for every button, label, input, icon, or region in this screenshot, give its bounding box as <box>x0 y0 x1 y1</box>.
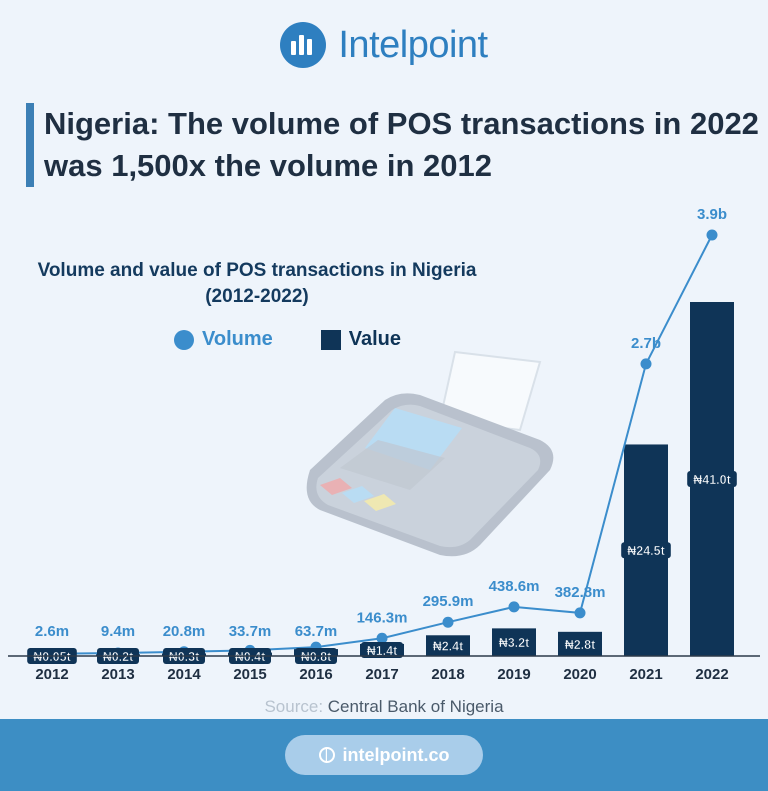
x-tick-2019: 2019 <box>497 666 530 683</box>
x-tick-2014: 2014 <box>167 666 201 683</box>
website-link[interactable]: intelpoint.co <box>285 735 483 775</box>
value-label-text-2020: ₦2.8t <box>565 638 596 652</box>
value-label-text-2017: ₦1.4t <box>367 644 398 658</box>
volume-label-2020: 382.8m <box>555 584 606 601</box>
value-label-box-2020 <box>559 635 601 652</box>
value-label-text-2016: ₦0.8t <box>301 650 332 664</box>
value-label-2021: ₦24.5t <box>621 542 671 558</box>
x-tick-2021: 2021 <box>629 666 662 683</box>
volume-label-2017: 146.3m <box>357 609 408 626</box>
legend-value-marker <box>320 329 341 350</box>
x-tick-2017: 2017 <box>365 666 398 683</box>
value-label-box-2021 <box>621 542 671 559</box>
volume-point-2019 <box>508 601 520 613</box>
source-prefix: Source: <box>264 697 324 716</box>
value-label-text-2021: ₦24.5t <box>627 544 665 558</box>
value-label-box-2017 <box>361 641 403 658</box>
volume-label-2014: 20.8m <box>163 623 206 640</box>
volume-label-2022: 3.9b <box>697 206 727 223</box>
volume-point-2017 <box>376 632 388 644</box>
source-note: Source: Central Bank of Nigeria <box>0 697 768 717</box>
legend-value-label: Value <box>348 328 402 350</box>
x-tick-2013: 2013 <box>101 666 134 683</box>
globe-icon <box>318 747 335 763</box>
volume-label-2016: 63.7m <box>295 623 338 640</box>
volume-point-2020 <box>574 607 586 619</box>
value-label-text-2015: ₦0.4t <box>235 650 266 664</box>
volume-label-2012: 2.6m <box>35 623 69 640</box>
brand-header: Intelpoint <box>0 22 768 68</box>
x-tick-2020: 2020 <box>563 666 596 683</box>
chart-title-line-1: Volume and value of POS transactions in … <box>37 260 477 281</box>
legend-volume-marker <box>174 329 194 350</box>
value-label-2022: ₦41.0t <box>687 471 737 487</box>
chart-title-line-2: (2012-2022) <box>205 286 309 307</box>
value-label-text-2014: ₦0.3t <box>169 650 200 664</box>
value-label-box-2019 <box>493 634 535 651</box>
legend-volume-label: Volume <box>202 328 273 350</box>
value-label-box-2022 <box>687 471 737 487</box>
volume-point-2021 <box>640 358 652 370</box>
volume-label-2019: 438.6m <box>489 578 540 595</box>
volume-point-2018 <box>442 616 454 628</box>
value-label-2015: ₦0.4t <box>229 648 271 664</box>
footer-bar: intelpoint.co <box>0 719 768 791</box>
brand-name: Intelpoint <box>338 23 488 66</box>
pos-terminal-icon <box>306 350 554 557</box>
value-label-2019: ₦3.2t <box>493 634 535 650</box>
x-tick-2012: 2012 <box>35 666 68 683</box>
value-label-text-2012: ₦0.05t <box>33 650 71 664</box>
value-label-text-2019: ₦3.2t <box>499 636 530 650</box>
value-label-2017: ₦1.4t <box>361 641 403 658</box>
value-label-2020: ₦2.8t <box>559 635 601 652</box>
value-label-text-2018: ₦2.4t <box>433 640 464 654</box>
intelpoint-logo-icon <box>280 22 327 68</box>
x-tick-2022: 2022 <box>695 666 728 683</box>
volume-label-2013: 9.4m <box>101 623 135 640</box>
headline: Nigeria: The volume of POS transactions … <box>26 103 768 187</box>
source-name: Central Bank of Nigeria <box>327 697 504 716</box>
volume-label-2015: 33.7m <box>229 623 272 640</box>
x-tick-2018: 2018 <box>431 666 464 683</box>
volume-point-2022 <box>706 229 718 241</box>
value-label-text-2013: ₦0.2t <box>103 650 134 664</box>
value-label-text-2022: ₦41.0t <box>693 473 731 487</box>
chart: ₦0.05t ₦0.2t ₦0.3t ₦0.4t ₦0.8t ₦1.4t ₦2.4t ₦3.2… <box>8 206 760 683</box>
legend: Volume Value <box>174 328 401 351</box>
chart-title: Volume and value of POS transactions in … <box>22 258 492 310</box>
value-label-2018: ₦2.4t <box>427 637 469 654</box>
volume-label-2021: 2.7b <box>631 335 661 352</box>
x-tick-2015: 2015 <box>233 666 266 683</box>
x-tick-2016: 2016 <box>299 666 332 683</box>
volume-label-2018: 295.9m <box>423 593 474 610</box>
website-url: intelpoint.co <box>342 744 450 765</box>
value-label-box-2018 <box>427 637 469 654</box>
